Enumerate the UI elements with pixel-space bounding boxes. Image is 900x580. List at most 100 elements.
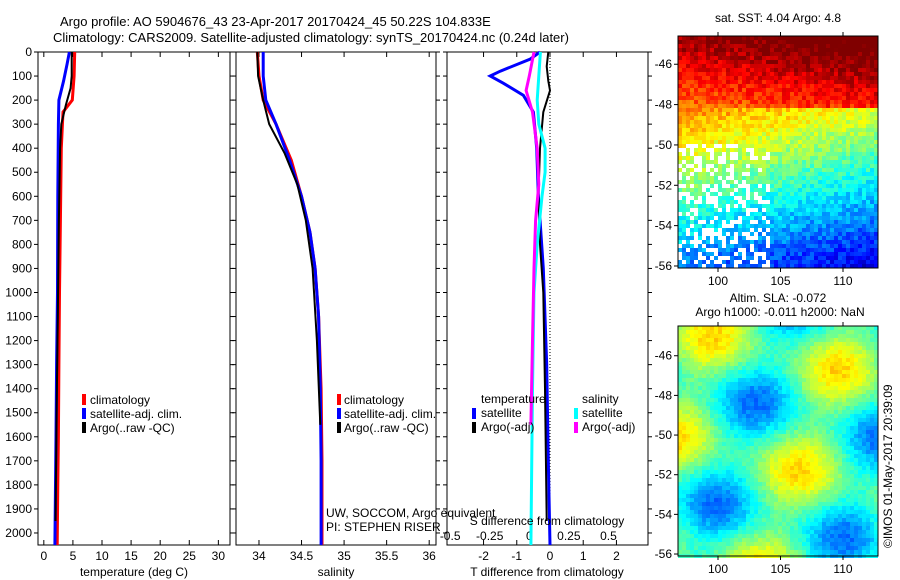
map-cell <box>810 438 814 442</box>
map-cell <box>746 140 750 144</box>
map-cell <box>762 240 766 244</box>
map-cell <box>822 192 826 196</box>
map-cell <box>846 44 850 48</box>
map-cell <box>762 160 766 164</box>
map-cell <box>830 374 834 378</box>
map-cell <box>702 366 706 370</box>
map-cell <box>862 140 866 144</box>
map-cell <box>698 446 702 450</box>
map-cell <box>862 414 866 418</box>
map-cell <box>682 390 686 394</box>
map-cell <box>762 64 766 68</box>
map-cell <box>754 462 758 466</box>
map-cell <box>682 406 686 410</box>
map-cell <box>702 418 706 422</box>
map-cell <box>718 40 722 44</box>
map-cell <box>834 224 838 228</box>
map-cell <box>802 140 806 144</box>
map-cell <box>754 414 758 418</box>
map-cell <box>754 346 758 350</box>
map-cell <box>734 454 738 458</box>
map-cell <box>842 224 846 228</box>
map-cell <box>718 108 722 112</box>
map-cell <box>830 164 834 168</box>
map-cell <box>694 176 698 180</box>
map-cell <box>826 80 830 84</box>
map-cell <box>678 48 682 52</box>
y-tick-label: 100 <box>12 69 32 83</box>
map-cell <box>826 244 830 248</box>
map-cell <box>726 112 730 116</box>
map-cell <box>738 224 742 228</box>
map-cell <box>738 56 742 60</box>
map-cell <box>746 248 750 252</box>
map-cell <box>726 152 730 156</box>
map-cell <box>830 220 834 224</box>
map-cell <box>710 350 714 354</box>
map-cell <box>754 374 758 378</box>
map-cell <box>682 410 686 414</box>
map-cell <box>762 140 766 144</box>
map-cell <box>790 36 794 40</box>
map-cell <box>682 334 686 338</box>
map-cell <box>682 36 686 40</box>
map-cell <box>822 176 826 180</box>
map-cell <box>786 104 790 108</box>
map-cell <box>818 374 822 378</box>
map-cell <box>682 168 686 172</box>
map-cell <box>838 454 842 458</box>
map-cell <box>698 208 702 212</box>
map-cell <box>682 346 686 350</box>
map-cell <box>854 338 858 342</box>
map-cell <box>738 450 742 454</box>
map-cell <box>702 358 706 362</box>
map-cell <box>734 406 738 410</box>
map-cell <box>822 112 826 116</box>
map-cell <box>874 454 878 458</box>
map-cell <box>826 228 830 232</box>
map-cell <box>678 338 682 342</box>
map-cell <box>766 458 770 462</box>
y-tick-label: 300 <box>12 117 32 131</box>
map-cell <box>798 260 802 264</box>
map-cell <box>822 196 826 200</box>
map-cell <box>738 40 742 44</box>
map-cell <box>682 80 686 84</box>
map-cell <box>874 422 878 426</box>
map-cell <box>858 128 862 132</box>
map-cell <box>790 458 794 462</box>
map-cell <box>746 390 750 394</box>
map-cell <box>854 248 858 252</box>
map-cell <box>686 196 690 200</box>
map-cell <box>866 192 870 196</box>
map-cell <box>874 140 878 144</box>
map-cell <box>810 108 814 112</box>
map-cell <box>790 350 794 354</box>
map-cell <box>846 418 850 422</box>
map-cell <box>850 124 854 128</box>
map-cell <box>686 96 690 100</box>
map-cell <box>862 216 866 220</box>
map-cell <box>750 108 754 112</box>
map-cell <box>854 40 858 44</box>
map-cell <box>822 378 826 382</box>
map-cell <box>830 422 834 426</box>
map-cell <box>710 370 714 374</box>
map-cell <box>742 430 746 434</box>
y-tick-label: 1900 <box>5 502 32 516</box>
map-cell <box>718 354 722 358</box>
map-cell <box>730 144 734 148</box>
map-cell <box>718 224 722 228</box>
map-cell <box>682 172 686 176</box>
map-cell <box>806 326 810 330</box>
map-cell <box>706 100 710 104</box>
map-cell <box>710 120 714 124</box>
map-cell <box>702 414 706 418</box>
map-cell <box>826 248 830 252</box>
map-cell <box>754 68 758 72</box>
x-tick-label: 0 <box>40 549 47 563</box>
map-cell <box>762 414 766 418</box>
map-cell <box>766 80 770 84</box>
salinity-panel: 34 34.5 35 35.5 36 <box>232 51 440 563</box>
map-cell <box>846 252 850 256</box>
